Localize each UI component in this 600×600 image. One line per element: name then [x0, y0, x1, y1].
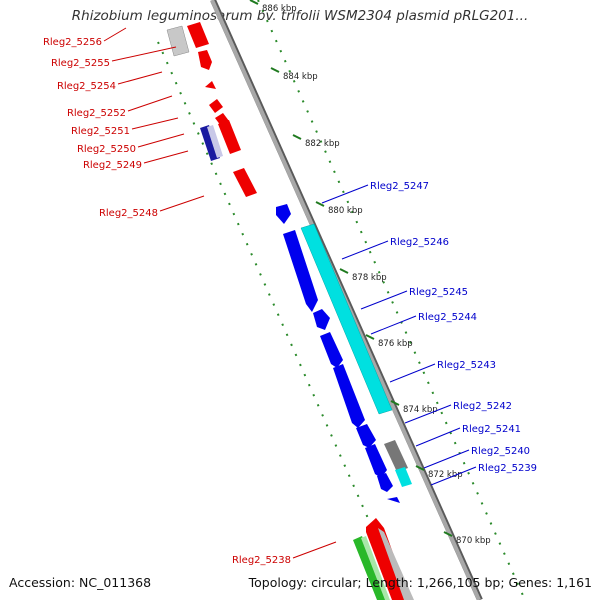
- map-title: Rhizobium leguminosarum bv. trifolii WSM…: [71, 8, 529, 24]
- gene-label-rleg2-5240[interactable]: Rleg2_5240: [471, 446, 530, 457]
- leader-line-rleg2-5239: [430, 466, 477, 486]
- leader-line-rleg2-5246: [341, 240, 389, 260]
- outer-left-dotted-ring: [157, 41, 405, 600]
- gene-label-rleg2-5254[interactable]: Rleg2_5254: [57, 81, 116, 92]
- gene-rleg2-5256-shape[interactable]: [166, 25, 190, 57]
- tick-mark-880-kbp: [315, 201, 325, 207]
- gene-label-rleg2-5250[interactable]: Rleg2_5250: [77, 144, 136, 155]
- leader-line-rleg2-5244: [370, 315, 417, 335]
- tick-label-874-kbp: 874 kbp: [403, 405, 438, 415]
- gene-label-rleg2-5252[interactable]: Rleg2_5252: [67, 108, 126, 119]
- gene-rleg2-5241-shape[interactable]: [365, 444, 387, 478]
- gene-rleg2-5240-shape[interactable]: [377, 473, 393, 492]
- gene-label-rleg2-5247[interactable]: Rleg2_5247: [370, 181, 429, 192]
- leader-line-rleg2-5248: [159, 195, 205, 212]
- forward-strand-track: [276, 204, 412, 503]
- gene-rleg2-5255-shape[interactable]: [187, 22, 209, 48]
- gene-rleg2-5251-shape[interactable]: [209, 99, 223, 113]
- gene-rleg2-5241-feature-shape[interactable]: [384, 440, 408, 472]
- tick-label-880-kbp: 880 kbp: [328, 206, 363, 216]
- leader-line-rleg2-5242: [404, 404, 452, 424]
- gene-rleg2-5249b-shape[interactable]: [207, 125, 223, 158]
- tick-label-876-kbp: 876 kbp: [378, 339, 413, 349]
- reverse-strand-track: [166, 22, 414, 600]
- gene-labels: Rleg2_5256 Rleg2_5255 Rleg2_5254 Rleg2_5252…: [43, 27, 537, 566]
- leader-line-rleg2-5252: [127, 95, 173, 112]
- tick-label-882-kbp: 882 kbp: [305, 139, 340, 149]
- tick-mark-870-kbp: [443, 531, 453, 537]
- gene-label-rleg2-5239[interactable]: Rleg2_5239: [478, 463, 537, 474]
- gene-rleg2-5252-shape[interactable]: [205, 81, 216, 89]
- gene-rleg2-5247-shape[interactable]: [276, 204, 291, 224]
- gene-label-rleg2-5256[interactable]: Rleg2_5256: [43, 37, 102, 48]
- gene-label-rleg2-5243[interactable]: Rleg2_5243: [437, 360, 496, 371]
- tick-mark-886-kbp: [249, 0, 259, 5]
- leader-line-rleg2-5247: [321, 184, 369, 204]
- tick-mark-876-kbp: [365, 334, 375, 340]
- gene-rleg2-5244-shape[interactable]: [320, 332, 343, 368]
- leader-line-rleg2-5245: [360, 290, 408, 310]
- tick-label-878-kbp: 878 kbp: [352, 273, 387, 283]
- tick-mark-882-kbp: [292, 134, 302, 140]
- gene-label-rleg2-5245[interactable]: Rleg2_5245: [409, 287, 468, 298]
- gene-rleg2-5245-shape[interactable]: [313, 309, 330, 330]
- gene-rleg2-5254-shape[interactable]: [198, 50, 212, 70]
- gene-rleg2-5239-shape[interactable]: [387, 497, 400, 503]
- gene-label-rleg2-5255[interactable]: Rleg2_5255: [51, 58, 110, 69]
- gene-rleg2-5240-feature-shape[interactable]: [395, 467, 412, 487]
- tick-label-872-kbp: 872 kbp: [428, 470, 463, 480]
- gene-rleg2-5246-feature-shape[interactable]: [300, 223, 393, 415]
- leader-line-rleg2-5256: [103, 27, 127, 42]
- tick-mark-872-kbp: [415, 465, 425, 471]
- tick-mark-878-kbp: [339, 268, 349, 274]
- gene-rleg2-5249a-shape[interactable]: [200, 125, 220, 161]
- leader-line-rleg2-5240: [423, 449, 470, 469]
- tick-label-884-kbp: 884 kbp: [283, 72, 318, 82]
- leader-line-rleg2-5255: [111, 46, 177, 62]
- leader-line-rleg2-5251: [131, 117, 179, 130]
- tick-mark-884-kbp: [270, 67, 280, 73]
- gene-rleg2-5238-green-shape[interactable]: [353, 536, 386, 600]
- leader-line-rleg2-5238: [292, 541, 337, 559]
- leader-line-rleg2-5249: [143, 150, 189, 164]
- gene-label-rleg2-5242[interactable]: Rleg2_5242: [453, 401, 512, 412]
- scale-ticks: 886 kbp 884 kbp 882 kbp 880 kbp 878 kbp 876 k…: [249, 0, 491, 546]
- tick-label-870-kbp: 870 kbp: [456, 536, 491, 546]
- gene-rleg2-5246-shape[interactable]: [283, 230, 318, 312]
- gene-rleg2-5238b-shape[interactable]: [378, 528, 414, 600]
- tick-label-886-kbp: 886 kbp: [262, 4, 297, 14]
- inner-right-dotted-ring: [257, 0, 526, 600]
- leader-line-rleg2-5250: [137, 133, 185, 148]
- gene-rleg2-5238-green-light-shape[interactable]: [361, 536, 390, 600]
- accession-text: Accession: NC_011368: [9, 575, 152, 590]
- leader-line-rleg2-5241: [415, 427, 461, 447]
- gene-label-rleg2-5238[interactable]: Rleg2_5238: [232, 555, 291, 566]
- gene-label-rleg2-5249[interactable]: Rleg2_5249: [83, 160, 142, 171]
- leader-line-rleg2-5254: [117, 71, 163, 85]
- topology-text: Topology: circular; Length: 1,266,105 bp…: [248, 575, 592, 590]
- gene-label-rleg2-5251[interactable]: Rleg2_5251: [71, 126, 130, 137]
- gene-rleg2-5243-shape[interactable]: [333, 364, 365, 428]
- leader-line-rleg2-5243: [389, 363, 436, 383]
- tick-mark-874-kbp: [390, 400, 400, 406]
- gene-rleg2-5249-shape[interactable]: [218, 120, 241, 154]
- gene-label-rleg2-5244[interactable]: Rleg2_5244: [418, 312, 477, 323]
- gene-label-rleg2-5241[interactable]: Rleg2_5241: [462, 424, 521, 435]
- gene-rleg2-5248-shape[interactable]: [233, 168, 257, 197]
- gene-label-rleg2-5246[interactable]: Rleg2_5246: [390, 237, 449, 248]
- gene-label-rleg2-5248[interactable]: Rleg2_5248: [99, 208, 158, 219]
- gene-rleg2-5242-shape[interactable]: [356, 424, 376, 448]
